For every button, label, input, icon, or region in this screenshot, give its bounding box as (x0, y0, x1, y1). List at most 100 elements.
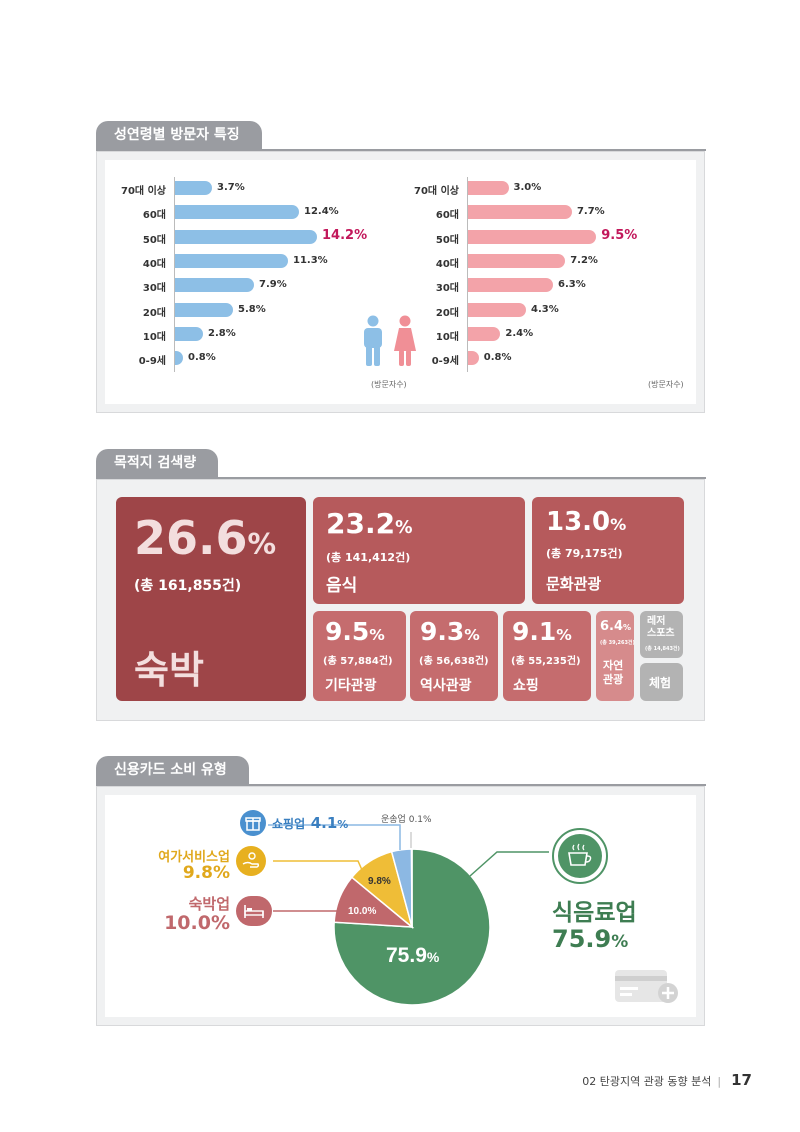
tile-percent: 23.2% (326, 507, 413, 540)
tile-count: (총 141,412건) (326, 551, 411, 564)
male-person-icon (364, 315, 382, 366)
male-value-label: 11.3% (293, 254, 328, 266)
tile-name: 숙박 (134, 648, 204, 692)
tile-culture: 13.0% (총 79,175건) 문화관광 (532, 497, 684, 604)
tile-percent: 9.5% (325, 617, 385, 646)
female-value-label: 4.3% (531, 303, 559, 315)
tile-count: (총 56,638건) (419, 656, 489, 667)
male-category-label: 10대 (142, 331, 166, 343)
female-bar (468, 205, 572, 220)
callout-transport: 운송업 0.1% (381, 812, 432, 825)
female-category-label: 10대 (435, 331, 459, 343)
callout-shopping-value: 4.1 (310, 814, 338, 832)
gift-icon (240, 810, 266, 836)
section-tab-destinations: 목적지 검색량 (96, 449, 219, 477)
slice-label-leisure: 9.8% (368, 876, 391, 887)
female-bar (468, 302, 527, 317)
section-divider (96, 477, 706, 479)
female-value-label: 9.5% (601, 227, 638, 243)
female-category-label: 40대 (435, 258, 459, 270)
callout-line-leisure (273, 860, 363, 871)
page-footer: 02 탄광지역 관광 동향 분석 | 17 (582, 1071, 752, 1089)
male-bar (175, 253, 288, 268)
male-category-label: 40대 (142, 258, 166, 270)
male-value-label: 7.9% (259, 279, 287, 291)
male-value-label: 2.8% (208, 327, 236, 339)
section-title: 신용카드 소비 유형 (114, 762, 227, 778)
male-category-label: 0-9세 (138, 356, 166, 368)
female-bar (468, 253, 566, 268)
tile-leisure-sports: 레저 스포츠 (총 14,843건) (640, 611, 683, 658)
female-bar (468, 326, 501, 341)
callout-transport-value: 0.1% (408, 815, 432, 825)
tile-name: 자연 관광 (603, 659, 624, 686)
section-title: 목적지 검색량 (114, 455, 197, 471)
slice-label-lodging: 10.0% (348, 906, 376, 917)
female-value-label: 3.0% (513, 182, 542, 193)
callout-food-value: 75.9% (552, 925, 629, 953)
section-tab-demographics: 성연령별 방문자 특징 (96, 121, 262, 149)
callout-shopping-name: 쇼핑업 (272, 817, 306, 831)
slice-label-food: 75.9% (386, 944, 440, 967)
coffee-cup-icon (552, 828, 608, 884)
callout-leisure-value: 9.8% (182, 863, 230, 883)
female-value-label: 7.7% (576, 206, 605, 218)
callout-line-shopping (268, 824, 401, 850)
male-bar (175, 302, 233, 317)
male-bar (175, 278, 254, 293)
male-bar (175, 229, 317, 244)
callout-lodging-name: 숙박업 (188, 895, 230, 913)
section-divider (96, 784, 706, 786)
tile-percent: 6.4% (600, 619, 632, 634)
tile-name: 쇼핑 (513, 678, 539, 694)
credit-card-icon (615, 970, 678, 1003)
tile-percent: 9.3% (420, 617, 480, 646)
callout-line-food (469, 851, 549, 877)
bed-icon (236, 896, 272, 926)
section-title: 성연령별 방문자 특징 (114, 127, 240, 143)
tile-food: 23.2% (총 141,412건) 음식 (313, 497, 525, 604)
callout-shopping: 쇼핑업 4.1% (272, 814, 349, 832)
female-category-label: 0-9세 (431, 356, 459, 368)
female-category-label: 50대 (435, 234, 459, 246)
tile-percent: 9.1% (512, 617, 572, 646)
tile-count: (총 161,855건) (134, 578, 242, 594)
tile-count: (총 39,263건) (600, 640, 635, 646)
tile-percent: 13.0% (546, 507, 627, 537)
callout-lines (268, 824, 549, 912)
male-bar (175, 326, 203, 341)
tile-count: (총 55,235건) (511, 656, 581, 667)
tile-history-tourism: 9.3% (총 56,638건) 역사관광 (410, 611, 498, 701)
hand-coin-icon (236, 846, 266, 876)
male-bar (175, 181, 212, 195)
male-value-label: 14.2% (322, 227, 368, 243)
male-value-label: 0.8% (188, 352, 216, 364)
male-value-label: 3.7% (217, 182, 245, 193)
tile-name: 문화관광 (546, 575, 602, 593)
female-axis (467, 177, 468, 372)
female-category-label: 30대 (435, 283, 459, 295)
female-category-label: 20대 (435, 307, 459, 319)
female-category-label: 70대 이상 (414, 186, 459, 197)
male-category-label: 70대 이상 (121, 186, 166, 197)
male-value-label: 12.4% (304, 206, 339, 218)
tile-lodging: 26.6% (총 161,855건) 숙박 (116, 497, 306, 701)
male-category-label: 60대 (142, 210, 166, 222)
tile-nature-tourism: 6.4% (총 39,263건) 자연 관광 (596, 611, 635, 701)
callout-transport-name: 운송업 (381, 815, 406, 825)
tile-shopping: 9.1% (총 55,235건) 쇼핑 (503, 611, 591, 701)
female-value-label: 6.3% (558, 279, 586, 291)
tile-other-tourism: 9.5% (총 57,884건) 기타관광 (313, 611, 406, 701)
footer-separator: | (717, 1075, 722, 1088)
female-category-label: 60대 (435, 210, 459, 222)
tile-name: 체험 (649, 676, 672, 690)
tile-name: 레저 스포츠 (647, 616, 675, 639)
male-bar (175, 351, 183, 366)
female-bar (468, 351, 479, 366)
section-divider (96, 149, 706, 151)
section-tab-card: 신용카드 소비 유형 (96, 756, 249, 784)
female-person-icon (394, 315, 416, 366)
female-bar (468, 181, 509, 195)
male-category-label: 50대 (142, 234, 166, 246)
